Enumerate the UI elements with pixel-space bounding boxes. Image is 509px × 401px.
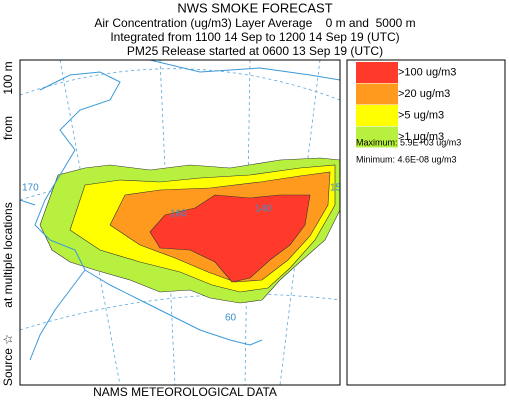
side-label-part: from [1, 116, 15, 140]
side-label-part: Source ☆ [1, 334, 15, 386]
legend-maximum: Maximum: 5.9E+03 ug/m3 [356, 137, 461, 147]
map: 170 160 140 150 60 [20, 60, 347, 385]
map-frame [19, 59, 341, 386]
side-label: Source ☆ at multiple locations from 100 … [1, 61, 15, 386]
grid-label: 60 [225, 313, 237, 324]
legend-label: >100 ug/m3 [398, 66, 456, 78]
grid-label: 160 [170, 209, 187, 220]
header-line: PM25 Release started at 0600 13 Sep 19 (… [127, 44, 383, 58]
legend-swatch [356, 126, 398, 148]
grid-label: 140 [255, 204, 272, 215]
legend-label: >20 ug/m3 [398, 88, 450, 100]
legend-swatch [356, 105, 398, 126]
legend: >100 ug/m3 >20 ug/m3 >5 ug/m3 >1 ug/m3 [356, 62, 456, 148]
grid-label: 170 [22, 183, 39, 194]
title: NWS SMOKE FORECAST [177, 0, 332, 15]
side-label-part: at multiple locations [1, 202, 15, 307]
legend-frame [346, 59, 506, 386]
grid-label: 150 [330, 183, 347, 194]
legend-label: >1 ug/m3 [398, 131, 444, 143]
footer: NAMS METEOROLOGICAL DATA [93, 385, 277, 399]
smoke-area-4 [149, 194, 311, 283]
legend-swatch [356, 62, 398, 83]
header-line: Air Concentration (ug/m3) Layer Average … [94, 16, 415, 30]
legend-minimum: Minimum: 4.6E-08 ug/m3 [356, 154, 457, 164]
legend-label: >5 ug/m3 [398, 109, 444, 121]
header-line: Integrated from 1100 14 Sep to 1200 14 S… [110, 30, 399, 44]
legend-swatch [356, 83, 398, 105]
side-label-part: 100 m [1, 61, 15, 94]
coastline [20, 60, 340, 361]
